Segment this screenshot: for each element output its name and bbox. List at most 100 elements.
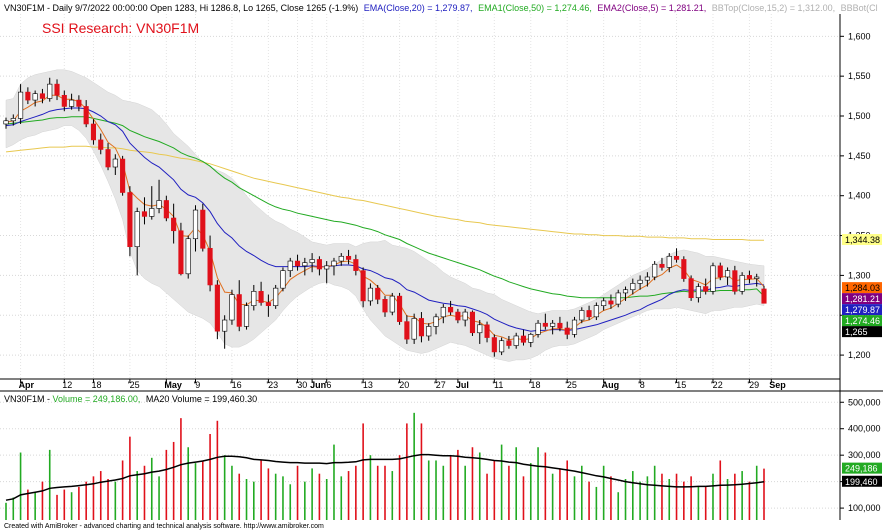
- candle-body: [39, 93, 46, 99]
- candle-body: [32, 93, 38, 101]
- candle-body: [659, 263, 665, 268]
- candle-body: [404, 321, 410, 340]
- price-badge: [842, 234, 882, 246]
- price-badge-label: 1,265: [845, 327, 868, 337]
- price-badge: [842, 315, 882, 327]
- watermark: SSI Research: VN30F1M: [42, 20, 199, 36]
- volume-header-ma: MA20 Volume = 199,460.30: [146, 394, 257, 404]
- price-badge: [842, 304, 882, 316]
- time-tick-label: '25: [565, 380, 577, 390]
- price-badge: [842, 293, 882, 305]
- candle-body: [746, 275, 752, 279]
- candle-body: [229, 294, 235, 321]
- ema50-line: [5, 116, 765, 299]
- candle-body: [243, 305, 250, 327]
- volume-ma20-line: [5, 453, 765, 501]
- header-bbbot: BBBot(Cl: [841, 3, 878, 13]
- candle-body: [411, 318, 417, 340]
- footer-credit: Created with AmiBroker - advanced charti…: [4, 523, 324, 530]
- candle-body: [418, 318, 425, 337]
- volume-header: VN30F1M - Volume = 249,186.00, MA20 Volu…: [4, 394, 257, 404]
- candle-body: [134, 211, 140, 248]
- candle-body: [520, 335, 527, 343]
- candle-body: [367, 287, 373, 302]
- time-tick-label: '15: [675, 380, 687, 390]
- time-tick-label: Jun: [310, 380, 326, 390]
- candle-body: [673, 255, 680, 260]
- time-tick-label: May: [164, 380, 182, 390]
- candle-body: [455, 311, 461, 321]
- bollinger-band: [5, 69, 765, 362]
- volume-badges: 249,186 199,460: [842, 462, 882, 487]
- candle-body: [608, 300, 614, 305]
- price-badge-label: 1,281.21: [845, 294, 880, 304]
- candle-body: [3, 120, 9, 125]
- candle-body: [499, 340, 505, 353]
- candle-body: [630, 283, 636, 291]
- candle-body: [280, 270, 286, 289]
- candle-body: [141, 211, 148, 217]
- candle-body: [47, 83, 53, 99]
- candle-body: [535, 322, 541, 335]
- volume-tick-label: 400,000: [848, 424, 881, 434]
- time-tick-label: '27: [434, 380, 446, 390]
- candle-body: [98, 139, 104, 150]
- candle-body: [156, 200, 162, 209]
- price-badge-label: 1,279.87: [845, 305, 880, 315]
- candlesticks: [3, 77, 767, 357]
- candle-body: [171, 217, 177, 232]
- time-tick-label: Apr: [19, 380, 35, 390]
- candle-body: [309, 259, 315, 263]
- price-tick-label: 1,600: [848, 31, 871, 41]
- price-badge: [842, 326, 882, 338]
- time-tick-label: '25: [128, 380, 140, 390]
- time-tick-label: '6: [325, 380, 332, 390]
- candle-body: [207, 248, 213, 286]
- candle-body: [739, 275, 745, 292]
- candle-body: [637, 279, 643, 284]
- price-gridlines: [0, 14, 840, 379]
- candle-body: [644, 276, 650, 281]
- candle-body: [324, 265, 330, 270]
- candle-body: [469, 311, 476, 334]
- candle-body: [375, 287, 381, 300]
- time-tick-label: Sep: [769, 380, 786, 390]
- candle-body: [462, 311, 468, 321]
- candle-body: [18, 91, 24, 119]
- candle-body: [564, 327, 570, 335]
- ema20-line: [5, 107, 765, 332]
- candle-body: [127, 192, 133, 248]
- header-ema5: EMA2(Close,5) = 1,281.21,: [597, 3, 706, 13]
- price-badge-label: 1,344.38: [845, 235, 880, 245]
- price-badges: 1,344.38 1,284.031,281.211,279.871,274.46…: [842, 234, 882, 338]
- time-tick-label: 12: [62, 380, 72, 390]
- time-tick-label: '29: [747, 380, 759, 390]
- candle-body: [192, 209, 199, 240]
- volume-badge: [842, 475, 882, 487]
- candle-body: [83, 106, 89, 125]
- candle-body: [579, 310, 585, 321]
- volume-badge: [842, 462, 882, 474]
- candle-body: [593, 305, 599, 318]
- time-tick-label: '22: [711, 380, 723, 390]
- volume-tick-label: 500,000: [848, 397, 881, 407]
- candle-body: [331, 260, 337, 267]
- candle-body: [302, 262, 308, 267]
- candle-body: [105, 149, 111, 168]
- candle-body: [273, 287, 279, 306]
- candle-body: [316, 259, 322, 270]
- candle-body: [258, 291, 264, 303]
- volume-badge-label: 199,460: [845, 477, 878, 487]
- candle-body: [61, 94, 67, 107]
- candle-body: [440, 306, 446, 318]
- price-tick-label: 1,450: [848, 151, 871, 161]
- candle-body: [477, 324, 483, 334]
- time-tick-label: '30: [296, 380, 308, 390]
- candle-body: [622, 289, 629, 294]
- volume-badge-label: 249,186: [845, 464, 878, 474]
- candle-body: [484, 324, 490, 338]
- candle-body: [732, 270, 738, 292]
- candle-body: [426, 326, 432, 337]
- time-tick-label: '16: [230, 380, 242, 390]
- candle-body: [10, 118, 16, 122]
